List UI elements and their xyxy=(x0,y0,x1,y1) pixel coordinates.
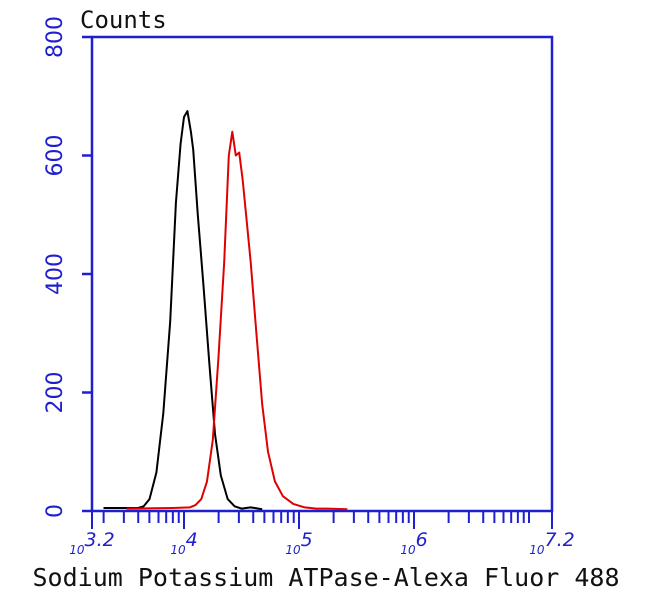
y-axis-title: Counts xyxy=(80,6,167,34)
x-tick-label: 103.2 xyxy=(69,529,115,557)
y-tick-label: 0 xyxy=(43,504,68,518)
x-tick-label: 107.2 xyxy=(529,529,575,557)
x-tick-label: 104 xyxy=(170,529,197,557)
x-tick-label: 106 xyxy=(400,529,427,557)
series-group xyxy=(103,110,348,511)
x-axis-ticks: 103.2 104 105 106 107.2 xyxy=(69,511,575,557)
y-tick-label: 800 xyxy=(43,16,68,58)
histogram-series-2 xyxy=(126,130,348,511)
x-axis-title: Sodium Potassium ATPase-Alexa Fluor 488 xyxy=(33,563,620,592)
histogram-series-1 xyxy=(103,110,263,511)
y-tick-label: 600 xyxy=(43,135,68,177)
x-tick-label: 105 xyxy=(285,529,312,557)
y-tick-label: 400 xyxy=(43,253,68,295)
y-axis-ticks: 0 200 400 600 800 xyxy=(43,16,92,518)
y-tick-label: 200 xyxy=(43,372,68,414)
